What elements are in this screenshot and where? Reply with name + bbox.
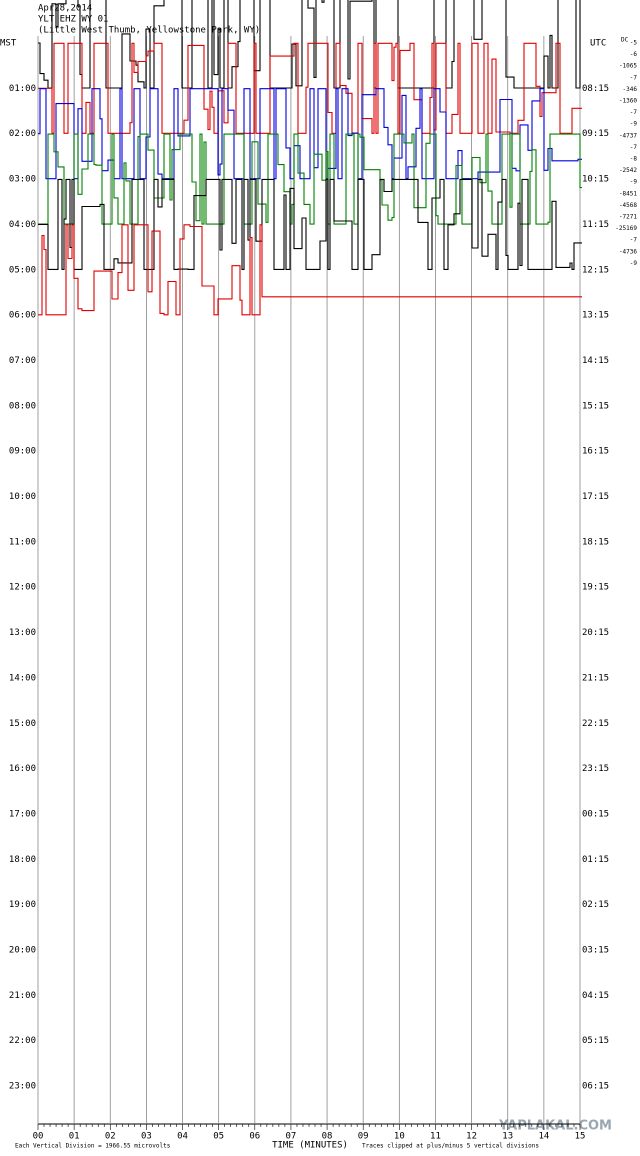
x-tick-label: 03 <box>141 1132 152 1142</box>
left-hour-label: 10:00 <box>9 492 36 502</box>
right-hour-label: 21:15 <box>582 673 609 683</box>
left-hour-label: 15:00 <box>9 719 36 729</box>
right-hour-label: 19:15 <box>582 583 609 593</box>
dc-offset: -346 <box>623 86 638 93</box>
x-tick-label: 11 <box>430 1132 441 1142</box>
left-hour-label: 13:00 <box>9 628 36 638</box>
right-hour-label: 01:15 <box>582 855 609 865</box>
trace <box>38 0 581 89</box>
dc-offset: -7 <box>630 109 638 116</box>
x-tick-label: 02 <box>105 1132 116 1142</box>
dc-offset: -25169 <box>615 225 637 232</box>
title-line: (Little West Thumb, Yellowstone Park, WY… <box>38 26 260 36</box>
trace <box>38 88 582 180</box>
left-hour-label: 03:00 <box>9 175 36 185</box>
dc-offset: -4737 <box>619 132 637 139</box>
x-tick-label: 06 <box>249 1132 260 1142</box>
left-hour-label: 22:00 <box>9 1036 36 1046</box>
right-hour-label: 05:15 <box>582 1036 609 1046</box>
right-hour-label: 17:15 <box>582 492 609 502</box>
left-hour-label: 16:00 <box>9 764 36 774</box>
dc-offset: -4736 <box>619 248 637 255</box>
x-tick-label: 01 <box>69 1132 80 1142</box>
x-tick-label: 05 <box>213 1132 224 1142</box>
right-hour-label: 10:15 <box>582 175 609 185</box>
left-hour-label: 17:00 <box>9 809 36 819</box>
trace <box>38 133 582 225</box>
dc-offset: -7 <box>630 74 638 81</box>
right-hour-label: 15:15 <box>582 401 609 411</box>
watermark: YAPLAKAL.COM <box>498 1119 612 1134</box>
title-line: YLT EHZ WY 01 <box>38 15 108 25</box>
right-hour-label: 20:15 <box>582 628 609 638</box>
right-hour-label: 00:15 <box>582 809 609 819</box>
right-hour-label: 03:15 <box>582 946 609 956</box>
left-hour-label: 21:00 <box>9 991 36 1001</box>
x-tick-label: 12 <box>466 1132 477 1142</box>
right-hour-label: 22:15 <box>582 719 609 729</box>
dc-offset: -1360 <box>619 98 637 105</box>
right-hour-label: 13:15 <box>582 311 609 321</box>
right-hour-label: 11:15 <box>582 220 609 230</box>
x-tick-label: 00 <box>33 1132 44 1142</box>
footer-right: Traces clipped at plus/minus 5 vertical … <box>362 1143 539 1150</box>
right-hour-label: 09:15 <box>582 129 609 139</box>
left-hour-label: 12:00 <box>9 583 36 593</box>
dc-offset: -4568 <box>619 202 637 209</box>
dc-offset: -1065 <box>619 63 637 70</box>
left-hour-label: 11:00 <box>9 537 36 547</box>
x-tick-label: 08 <box>322 1132 333 1142</box>
x-tick-label: 07 <box>286 1132 297 1142</box>
right-hour-label: 16:15 <box>582 447 609 457</box>
title-line: Apr28,2014 <box>38 4 92 14</box>
left-hour-label: 02:00 <box>9 129 36 139</box>
x-tick-label: 14 <box>538 1132 549 1142</box>
dc-offset: -7 <box>630 237 638 244</box>
right-hour-label: 04:15 <box>582 991 609 1001</box>
left-hour-label: 05:00 <box>9 265 36 275</box>
trace <box>38 224 582 316</box>
footer-left: Each Vertical Division = 1966.55 microvo… <box>15 1143 171 1150</box>
dc-offset: -9 <box>630 179 638 186</box>
left-hour-label: 09:00 <box>9 447 36 457</box>
dc-offset: -5 <box>630 40 638 47</box>
dc-offset: -9 <box>630 260 638 267</box>
left-hour-label: 19:00 <box>9 900 36 910</box>
left-hour-label: 06:00 <box>9 311 36 321</box>
dc-offset: -2542 <box>619 167 637 174</box>
right-hour-label: 06:15 <box>582 1082 609 1092</box>
right-hour-label: 08:15 <box>582 84 609 94</box>
left-hour-label: 01:00 <box>9 84 36 94</box>
left-hour-label: 07:00 <box>9 356 36 366</box>
left-hour-label: 04:00 <box>9 220 36 230</box>
dc-offset: -8451 <box>619 190 637 197</box>
left-hour-label: 08:00 <box>9 401 36 411</box>
left-zone: MST <box>0 39 17 49</box>
left-hour-label: 18:00 <box>9 855 36 865</box>
right-hour-label: 18:15 <box>582 537 609 547</box>
x-tick-label: 15 <box>575 1132 586 1142</box>
left-hour-label: 14:00 <box>9 673 36 683</box>
right-hour-label: 02:15 <box>582 900 609 910</box>
trace <box>38 178 582 270</box>
dc-offset: -7271 <box>619 214 637 221</box>
right-hour-label: 14:15 <box>582 356 609 366</box>
x-axis-label: TIME (MINUTES) <box>272 1141 348 1151</box>
x-tick-label: 10 <box>394 1132 405 1142</box>
dc-label: DC <box>621 37 629 44</box>
dc-offset: -7 <box>630 144 638 151</box>
dc-offset: -6 <box>630 51 638 58</box>
right-zone: UTC <box>590 39 606 49</box>
dc-offset: -9 <box>630 121 638 128</box>
left-hour-label: 23:00 <box>9 1082 36 1092</box>
right-hour-label: 23:15 <box>582 764 609 774</box>
trace <box>38 42 582 134</box>
right-hour-label: 12:15 <box>582 265 609 275</box>
left-hour-label: 20:00 <box>9 946 36 956</box>
x-tick-label: 09 <box>358 1132 369 1142</box>
x-tick-label: 13 <box>502 1132 513 1142</box>
dc-offset: -8 <box>630 156 638 163</box>
x-tick-label: 04 <box>177 1132 188 1142</box>
